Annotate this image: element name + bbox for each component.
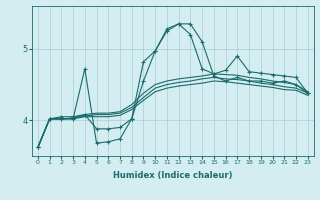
X-axis label: Humidex (Indice chaleur): Humidex (Indice chaleur) (113, 171, 233, 180)
